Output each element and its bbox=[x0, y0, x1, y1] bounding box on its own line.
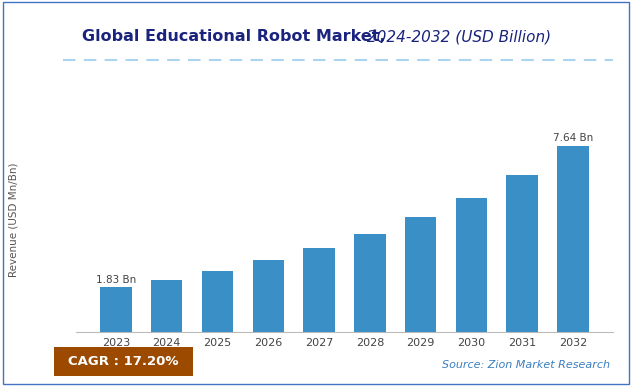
Bar bbox=[151, 280, 183, 332]
Text: Revenue (USD Mn/Bn): Revenue (USD Mn/Bn) bbox=[9, 163, 19, 277]
Bar bbox=[303, 248, 335, 332]
Text: CAGR : 17.20%: CAGR : 17.20% bbox=[68, 355, 178, 368]
Bar bbox=[506, 175, 538, 332]
Bar bbox=[100, 288, 131, 332]
Bar bbox=[557, 146, 588, 332]
Text: 1.83 Bn: 1.83 Bn bbox=[96, 274, 136, 284]
Bar bbox=[253, 261, 284, 332]
Bar bbox=[202, 271, 233, 332]
Bar bbox=[354, 234, 386, 332]
Text: 7.64 Bn: 7.64 Bn bbox=[553, 133, 593, 143]
Text: Global Educational Robot Market,: Global Educational Robot Market, bbox=[82, 29, 386, 44]
Text: 2024-2032 (USD Billion): 2024-2032 (USD Billion) bbox=[362, 29, 551, 44]
Text: Source: Zion Market Research: Source: Zion Market Research bbox=[442, 360, 610, 370]
Bar bbox=[456, 198, 487, 332]
Bar bbox=[405, 217, 436, 332]
